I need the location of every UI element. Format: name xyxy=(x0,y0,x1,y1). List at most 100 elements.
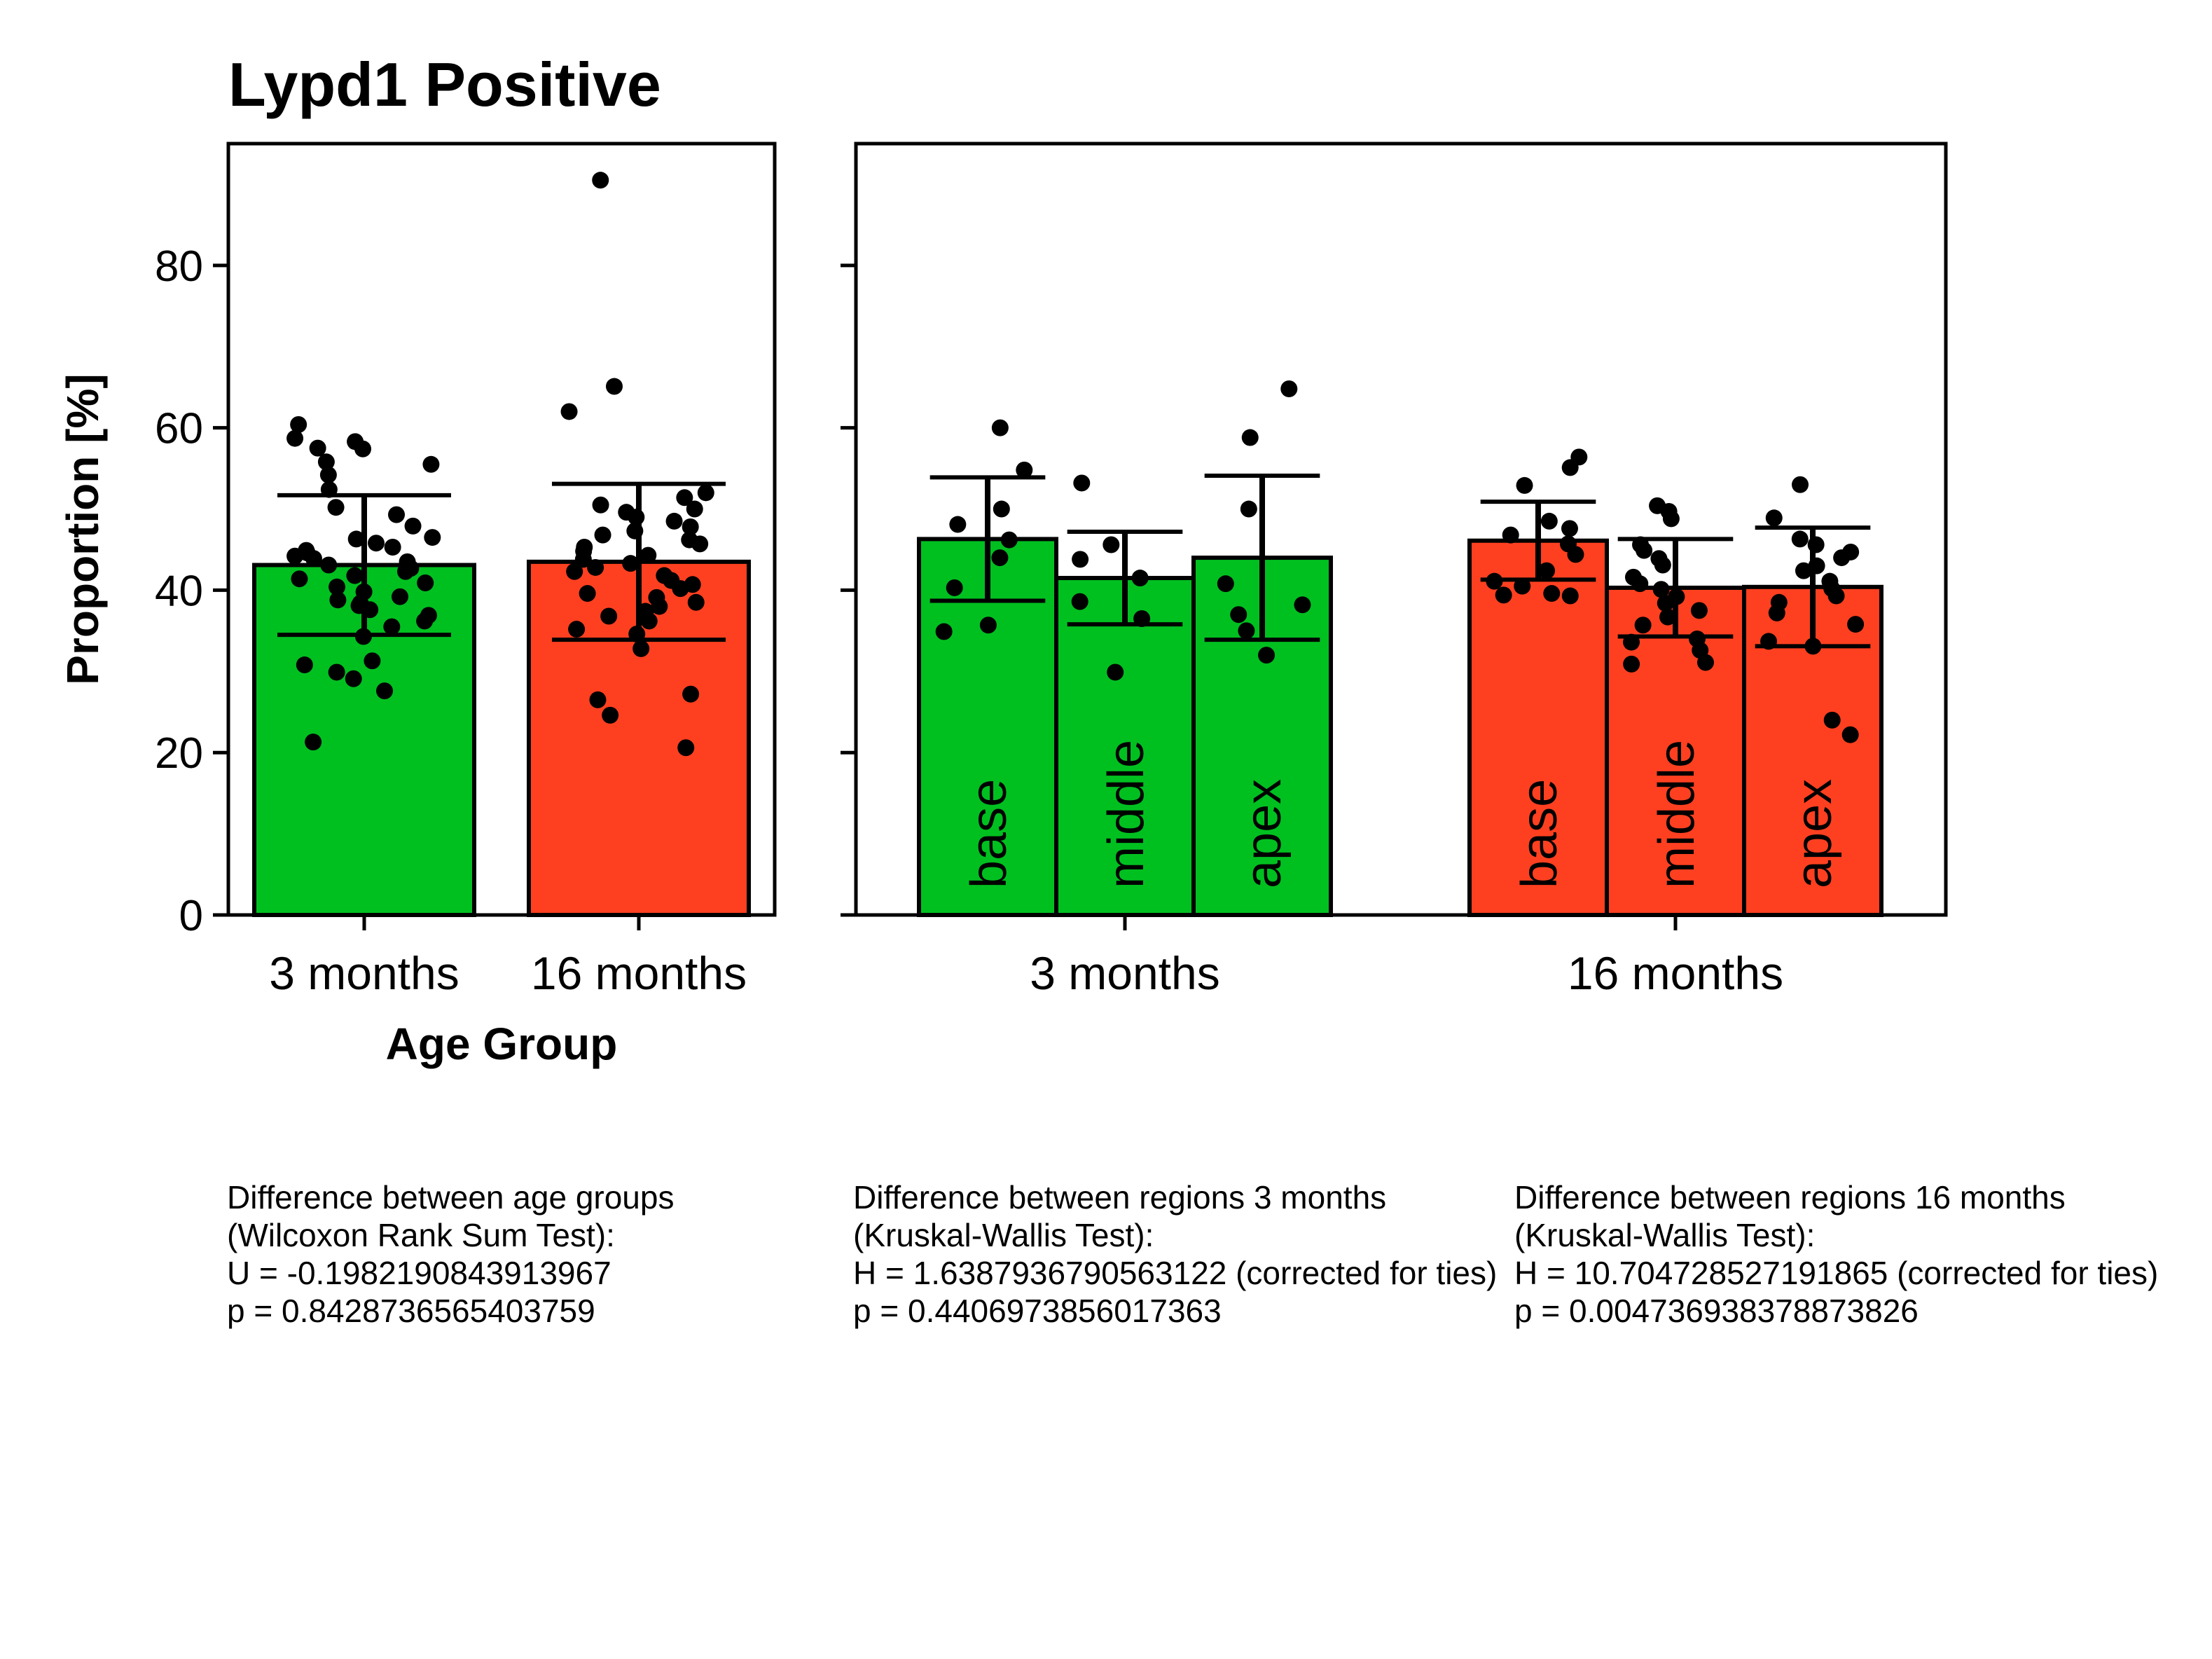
data-point xyxy=(290,415,307,433)
data-point xyxy=(560,403,578,420)
stats-line: H = 1.6387936790563122 (corrected for ti… xyxy=(853,1255,1498,1291)
data-point xyxy=(416,612,434,630)
data-point xyxy=(320,481,338,498)
data-point xyxy=(633,640,650,657)
data-point xyxy=(296,656,313,674)
data-point xyxy=(1654,556,1671,574)
data-point xyxy=(592,172,609,189)
data-point xyxy=(1765,509,1783,527)
data-point xyxy=(979,617,997,634)
data-point xyxy=(1807,536,1825,553)
data-point xyxy=(1238,622,1255,640)
stats-line: (Kruskal-Wallis Test): xyxy=(853,1217,1154,1253)
data-point xyxy=(991,419,1009,436)
bar xyxy=(1054,576,1196,918)
stats-line: Difference between regions 3 months xyxy=(853,1179,1387,1216)
data-point xyxy=(1241,429,1259,446)
data-point xyxy=(1636,542,1653,559)
data-point xyxy=(677,739,695,757)
data-point xyxy=(600,607,618,625)
data-point xyxy=(376,682,394,700)
x-tick-label: 3 months xyxy=(1030,947,1219,999)
data-point xyxy=(1561,459,1579,476)
data-point xyxy=(1792,476,1809,493)
data-point xyxy=(1808,557,1825,574)
data-point xyxy=(1514,577,1531,595)
x-tick-label: 16 months xyxy=(1568,947,1783,999)
data-point xyxy=(1502,526,1519,544)
bar-label: base xyxy=(961,779,1017,888)
y-tick-label: 20 xyxy=(155,729,203,778)
data-point xyxy=(566,563,583,580)
data-point xyxy=(991,549,1009,567)
stats-line: Difference between regions 16 months xyxy=(1514,1179,2066,1216)
y-tick-label: 80 xyxy=(155,242,203,291)
data-point xyxy=(396,563,414,580)
data-point xyxy=(1561,520,1578,537)
data-point xyxy=(1486,572,1503,590)
stats-age-groups: Difference between age groups (Wilcoxon … xyxy=(227,1178,674,1330)
data-point xyxy=(935,623,953,640)
data-point xyxy=(682,518,699,536)
x-tick-label: 16 months xyxy=(531,947,747,999)
data-point xyxy=(346,567,364,584)
data-point xyxy=(1657,594,1674,612)
data-point xyxy=(1791,530,1809,548)
data-point xyxy=(1538,562,1556,579)
stats-regions-16-months: Difference between regions 16 months (Kr… xyxy=(1514,1178,2158,1330)
data-point xyxy=(1217,575,1234,593)
data-point xyxy=(368,535,385,552)
data-point xyxy=(1760,633,1778,650)
stats-line: H = 10.704728527191865 (corrected for ti… xyxy=(1514,1255,2159,1291)
stats-regions-3-months: Difference between regions 3 months (Kru… xyxy=(853,1178,1497,1330)
data-point xyxy=(682,685,700,703)
data-point xyxy=(993,500,1010,518)
data-point xyxy=(1623,633,1640,651)
data-point xyxy=(1543,585,1561,603)
data-point xyxy=(1623,655,1640,673)
x-tick-label: 3 months xyxy=(269,947,459,999)
data-point xyxy=(1768,604,1785,621)
data-point xyxy=(305,550,322,567)
data-point xyxy=(424,529,441,546)
data-point xyxy=(383,618,401,635)
data-point xyxy=(1804,638,1822,655)
data-point xyxy=(1634,617,1652,634)
data-point xyxy=(589,691,607,708)
data-point xyxy=(317,453,335,471)
bar-label: middle xyxy=(1649,740,1705,888)
y-axis-label: Proportion [%] xyxy=(57,373,108,684)
data-point xyxy=(417,574,434,591)
data-point xyxy=(1847,616,1865,633)
data-point xyxy=(422,455,440,473)
data-point xyxy=(286,547,304,565)
data-point xyxy=(676,489,693,507)
x-axis-label: Age Group xyxy=(386,1019,618,1069)
stats-line: (Kruskal-Wallis Test): xyxy=(1514,1217,1816,1253)
data-point xyxy=(574,551,592,568)
data-point xyxy=(1294,596,1311,614)
data-point xyxy=(672,580,689,598)
data-point xyxy=(354,440,372,457)
data-point xyxy=(305,734,322,751)
data-point xyxy=(309,439,326,457)
data-point xyxy=(1102,536,1120,553)
data-point xyxy=(594,526,611,544)
y-tick-label: 60 xyxy=(155,405,203,453)
plot-frame xyxy=(226,142,777,917)
data-point xyxy=(1631,575,1649,593)
data-point xyxy=(587,558,604,576)
data-point xyxy=(1000,531,1018,549)
data-point xyxy=(1131,570,1149,587)
data-point xyxy=(651,598,668,615)
data-point xyxy=(1561,587,1579,605)
data-point xyxy=(328,663,345,681)
data-point xyxy=(1495,586,1512,604)
data-point xyxy=(568,621,586,638)
data-point xyxy=(1230,606,1247,624)
data-point xyxy=(1841,726,1859,743)
data-point xyxy=(1258,647,1276,664)
data-point xyxy=(665,512,683,530)
stats-line: p = 0.004736938378873826 xyxy=(1514,1293,1919,1329)
